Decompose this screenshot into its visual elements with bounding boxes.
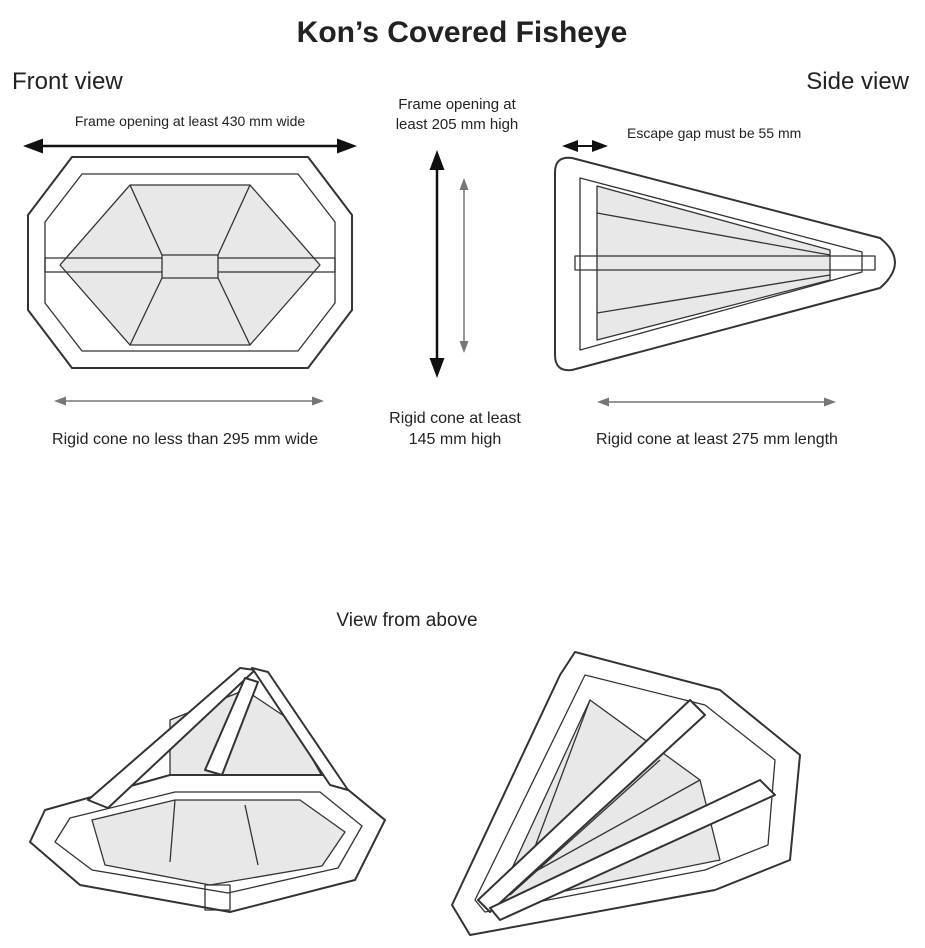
frame-height-note: least 205 mm high (396, 116, 519, 133)
above-view-right (452, 652, 800, 935)
side-view-label: Side view (806, 68, 909, 96)
cone-length-note: Rigid cone at least 275 mm length (596, 431, 838, 449)
cone-height-note: 145 mm high (409, 431, 502, 449)
title: Kon’s Covered Fisheye (297, 16, 628, 50)
frame-height-note: Frame opening at (398, 96, 516, 113)
side-view-drawing (555, 146, 895, 402)
above-view-label: View from above (336, 610, 477, 632)
front-view-label: Front view (12, 68, 123, 96)
front-view-drawing (28, 146, 352, 401)
drawing (0, 0, 925, 948)
cone-width-note: Rigid cone no less than 295 mm wide (52, 431, 318, 449)
page: Kon’s Covered Fisheye Front view Side vi… (0, 0, 925, 948)
above-view-left (30, 668, 385, 912)
escape-gap-note: Escape gap must be 55 mm (627, 125, 801, 141)
cone-height-note: Rigid cone at least (389, 410, 521, 428)
frame-width-note: Frame opening at least 430 mm wide (75, 113, 305, 129)
